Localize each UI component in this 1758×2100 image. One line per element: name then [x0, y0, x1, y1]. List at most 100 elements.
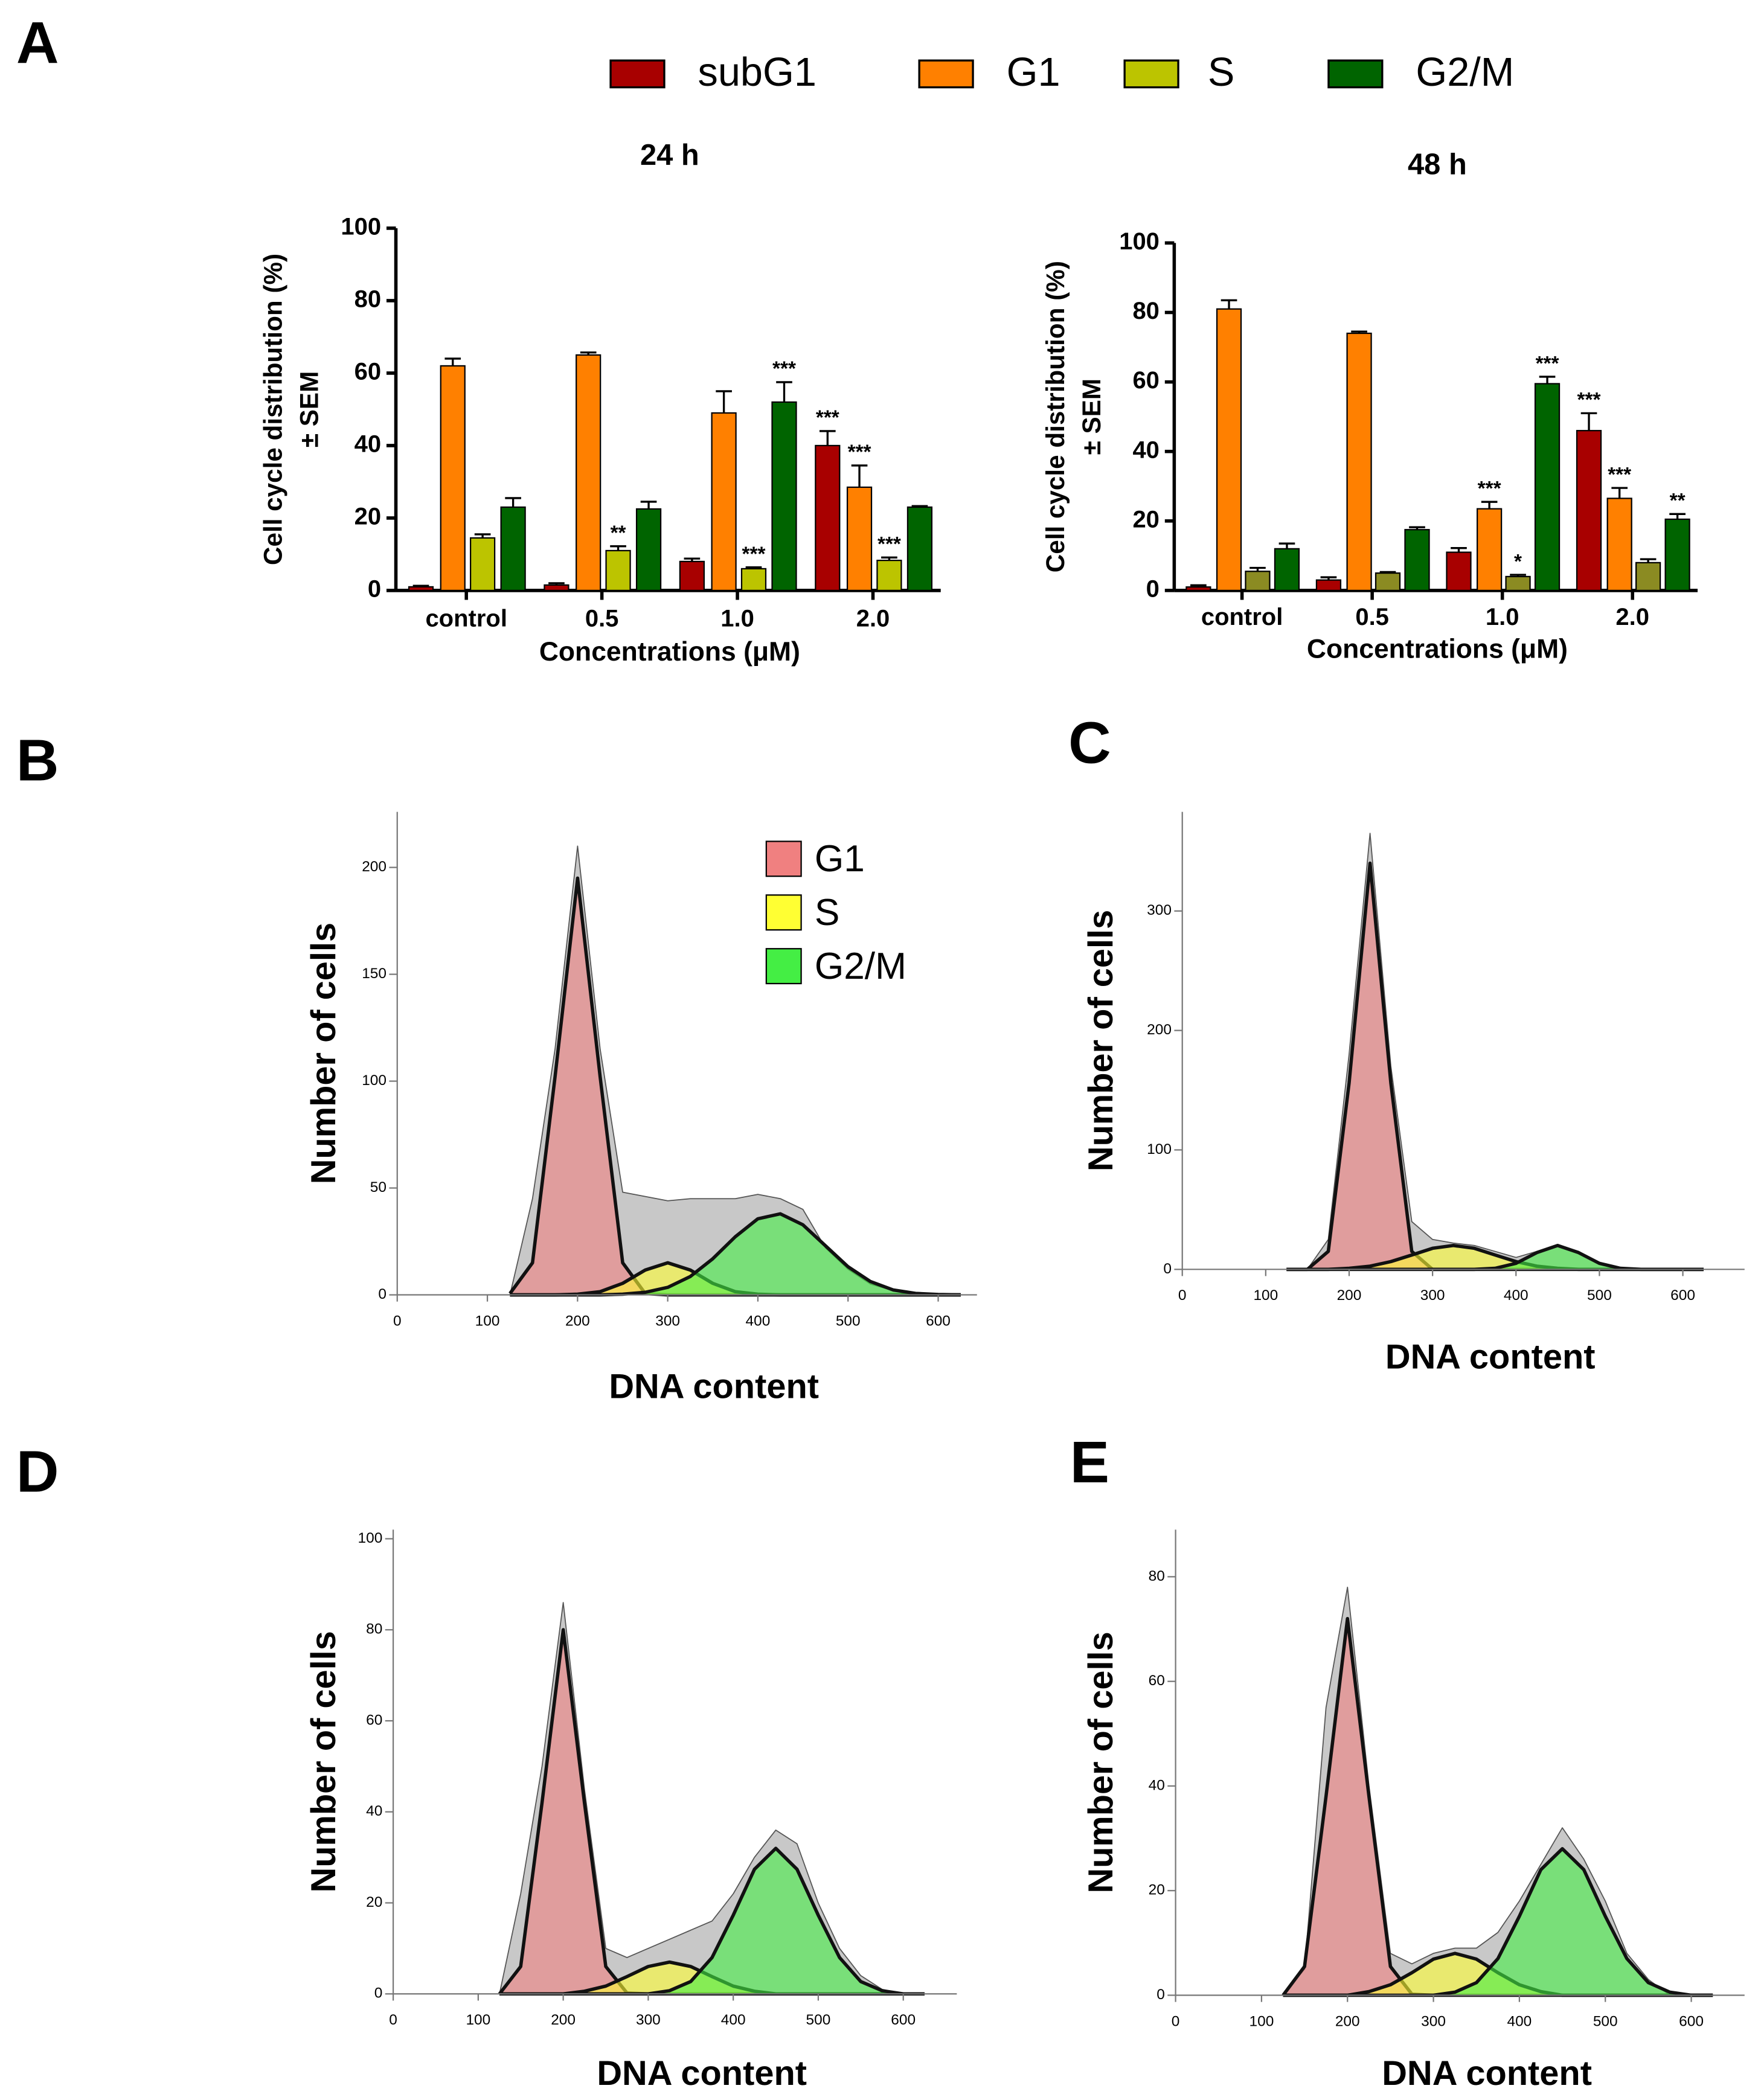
bar [635, 508, 662, 592]
bar [1534, 383, 1561, 592]
error-bar [745, 566, 762, 569]
y-tick-label: 0 [1156, 1986, 1165, 2003]
bar [711, 412, 737, 592]
significance-label: ** [611, 522, 626, 545]
error-bar [1640, 558, 1657, 563]
y-tick-label: 200 [1147, 1022, 1172, 1038]
error-bar [505, 497, 521, 507]
x-tick-label: 100 [475, 1313, 500, 1329]
x-tick-label: 0 [389, 2012, 397, 2028]
x-tick-label: 400 [746, 1313, 771, 1329]
error-bar [911, 505, 928, 507]
error-bar [716, 390, 732, 413]
error-bar [1580, 412, 1597, 431]
significance-label: *** [877, 533, 901, 555]
bar [1404, 529, 1430, 592]
bar [1576, 430, 1602, 592]
error-bar [444, 357, 461, 366]
x-tick-label: 500 [806, 2012, 831, 2028]
y-tick-label: 40 [1132, 437, 1159, 463]
y-tick-label: 40 [366, 1803, 382, 1819]
bar [605, 549, 631, 592]
x-tick-label: 1.0 [1486, 604, 1519, 630]
x-tick-label: 600 [891, 2012, 916, 2028]
x-axis-label: Concentrations (μM) [1307, 635, 1568, 664]
area-fill [510, 1214, 961, 1295]
x-tick-label: 500 [1587, 1287, 1612, 1304]
bar [1216, 308, 1242, 592]
x-tick-label: 300 [1421, 2013, 1446, 2029]
bar [440, 365, 466, 592]
significance-label: *** [1536, 353, 1559, 375]
bar [1664, 518, 1690, 592]
y-axis-label: ± SEM [295, 371, 324, 447]
legend-swatch [609, 59, 666, 89]
area-line [499, 1602, 925, 1995]
x-tick-label: 2.0 [856, 605, 890, 632]
error-bar [1250, 566, 1266, 572]
y-tick-label: 50 [370, 1179, 387, 1196]
y-axis-label: Number of cells [1082, 910, 1120, 1171]
error-bar [1669, 513, 1686, 519]
y-tick-label: 20 [354, 503, 381, 530]
x-tick-label: 400 [721, 2012, 746, 2028]
y-tick-label: 40 [1149, 1777, 1165, 1793]
x-tick-label: 500 [1593, 2013, 1618, 2029]
bar [1477, 508, 1503, 592]
area-fill [1286, 1245, 1704, 1270]
legend-swatch [765, 948, 802, 985]
bar [1315, 579, 1342, 592]
area-fill [1283, 1848, 1713, 1996]
x-tick-label: 300 [655, 1313, 680, 1329]
area-line [1282, 1586, 1713, 1996]
legend-swatch [1327, 59, 1384, 89]
legend-label: G2/M [815, 946, 906, 987]
panel-label: E [1070, 1429, 1109, 1495]
area-fill [1286, 863, 1704, 1270]
area-fill [499, 1848, 925, 1994]
x-axis-label: DNA content [1385, 1337, 1596, 1376]
y-tick-label: 80 [366, 1621, 382, 1637]
x-tick-label: 0 [1178, 1287, 1187, 1304]
panel-label: A [16, 9, 59, 75]
y-axis-label: Number of cells [304, 923, 343, 1184]
y-tick-label: 0 [1163, 1261, 1172, 1277]
error-bar [640, 501, 657, 509]
error-bar [474, 533, 491, 538]
x-tick-label: 200 [551, 2012, 576, 2028]
x-tick-label: 0.5 [585, 605, 619, 632]
legend-swatch [765, 894, 802, 931]
y-tick-label: 20 [366, 1894, 382, 1910]
x-axis-label: Concentrations (μM) [539, 637, 800, 667]
y-tick-label: 60 [354, 358, 381, 385]
x-tick-label: 100 [1250, 2013, 1274, 2029]
bar [576, 354, 602, 592]
error-bar [412, 584, 429, 587]
significance-label: *** [1608, 464, 1631, 486]
error-bar [1539, 376, 1556, 384]
error-bar [851, 464, 868, 487]
error-bar [610, 545, 626, 551]
y-tick-label: 100 [1119, 228, 1160, 255]
bar [1635, 562, 1661, 592]
y-tick-label: 0 [368, 575, 381, 602]
y-tick-label: 60 [366, 1712, 382, 1728]
y-axis-label: Cell cycle distribution (%) [259, 254, 287, 565]
x-tick-label: control [425, 605, 507, 632]
bar [1446, 551, 1472, 592]
bar [470, 537, 496, 592]
panel-label: D [16, 1438, 59, 1504]
bar [1274, 548, 1300, 592]
y-tick-label: 150 [362, 965, 387, 982]
legend-label: G1 [1007, 50, 1060, 95]
significance-label: * [1514, 551, 1522, 573]
bar [408, 586, 434, 592]
y-tick-label: 0 [378, 1286, 387, 1302]
x-tick-label: 0 [1172, 2013, 1180, 2029]
x-tick-label: 100 [466, 2012, 490, 2028]
x-tick-label: 100 [1253, 1287, 1278, 1304]
bar [1505, 575, 1531, 592]
x-tick-label: 600 [926, 1313, 951, 1329]
